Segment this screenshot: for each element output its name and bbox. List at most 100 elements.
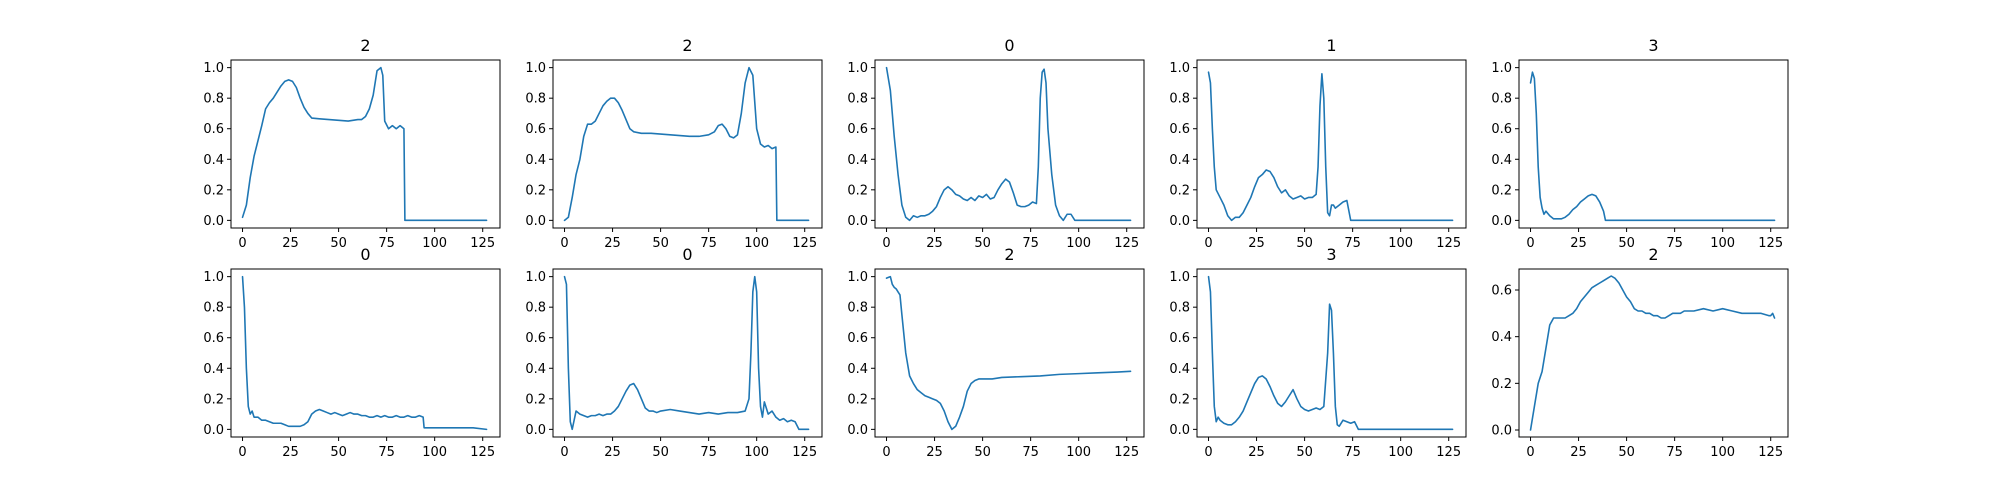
y-tick-label: 0.4: [525, 362, 546, 377]
series-line: [241, 66, 488, 222]
subplot-title: 2: [682, 36, 692, 55]
y-tick-label: 0.6: [525, 331, 546, 346]
plot-frame: [552, 268, 823, 438]
y-tick-label: 0.6: [203, 331, 224, 346]
subplot-title: 0: [682, 245, 692, 264]
series-line: [1529, 71, 1776, 222]
y-tick-label: 0.0: [525, 214, 546, 229]
subplot-panel: 0 0 25 50 75 100 125 0.0 0.2 0.4 0.6 0.8 1.0: [203, 245, 501, 460]
x-tick-label: 125: [1436, 445, 1461, 460]
x-tick-label: 100: [422, 445, 447, 460]
y-tick-label: 1.0: [203, 61, 224, 76]
subplot-panel: 2 0 25 50 75 100 125 0.0 0.2 0.4 0.6 0.8 1.0: [203, 36, 501, 251]
y-tick-label: 0.8: [203, 301, 224, 316]
y-tick-label: 0.0: [847, 423, 868, 438]
y-tick-label: 0.0: [203, 214, 224, 229]
x-tick-label: 50: [1296, 236, 1313, 251]
y-tick-label: 0.8: [1169, 92, 1190, 107]
y-tick-label: 0.0: [1491, 214, 1512, 229]
x-tick-label: 50: [1618, 445, 1635, 460]
x-tick-label: 100: [744, 445, 769, 460]
plot-frame: [874, 59, 1145, 229]
series-line: [241, 275, 488, 431]
y-tick-label: 0.4: [847, 362, 868, 377]
subplot-panel: 0 0 25 50 75 100 125 0.0 0.2 0.4 0.6 0.8 1.0: [847, 36, 1145, 251]
y-tick-label: 0.0: [525, 423, 546, 438]
x-tick-label: 75: [1022, 236, 1039, 251]
series-line: [1207, 71, 1454, 222]
x-tick-label: 25: [604, 445, 621, 460]
series-line: [1207, 275, 1454, 431]
y-tick-label: 0.8: [525, 301, 546, 316]
y-tick-label: 0.6: [847, 331, 868, 346]
x-tick-label: 0: [1204, 445, 1212, 460]
series-line: [885, 275, 1132, 431]
x-tick-label: 0: [238, 236, 246, 251]
x-tick-label: 0: [882, 445, 890, 460]
x-tick-label: 25: [1248, 445, 1265, 460]
x-tick-label: 50: [652, 445, 669, 460]
x-tick-label: 125: [1436, 236, 1461, 251]
x-tick-label: 75: [378, 236, 395, 251]
x-tick-label: 125: [1758, 236, 1783, 251]
subplot-title: 1: [1326, 36, 1336, 55]
x-tick-label: 125: [1758, 445, 1783, 460]
y-tick-label: 0.0: [1169, 423, 1190, 438]
series-line: [1529, 275, 1776, 431]
subplot-title: 2: [1648, 245, 1658, 264]
series-line: [885, 66, 1132, 222]
x-tick-label: 50: [974, 236, 991, 251]
y-tick-label: 0.4: [525, 153, 546, 168]
y-tick-label: 1.0: [525, 270, 546, 285]
y-tick-label: 0.2: [525, 392, 546, 407]
plot-frame: [1196, 59, 1467, 229]
y-tick-label: 0.2: [1491, 377, 1512, 392]
y-tick-label: 0.6: [1491, 122, 1512, 137]
y-tick-label: 0.2: [203, 183, 224, 198]
subplot-panel: 3 0 25 50 75 100 125 0.0 0.2 0.4 0.6 0.8 1.0: [1169, 245, 1467, 460]
x-tick-label: 50: [330, 445, 347, 460]
y-tick-label: 0.8: [847, 92, 868, 107]
x-tick-label: 100: [744, 236, 769, 251]
x-tick-label: 100: [1388, 445, 1413, 460]
y-tick-label: 0.8: [1491, 92, 1512, 107]
x-tick-label: 75: [700, 445, 717, 460]
x-tick-label: 75: [1344, 236, 1361, 251]
x-tick-label: 50: [1618, 236, 1635, 251]
y-tick-label: 0.2: [1169, 392, 1190, 407]
x-tick-label: 25: [926, 236, 943, 251]
y-tick-label: 0.0: [847, 214, 868, 229]
y-tick-label: 0.4: [1491, 330, 1512, 345]
plot-frame: [1518, 268, 1789, 438]
x-tick-label: 75: [700, 236, 717, 251]
x-tick-label: 25: [1570, 236, 1587, 251]
y-tick-label: 0.8: [1169, 301, 1190, 316]
x-tick-label: 100: [1066, 236, 1091, 251]
subplot-panel: 2 0 25 50 75 100 125 0.0 0.2 0.4 0.6: [1491, 245, 1789, 460]
subplot-title: 0: [1004, 36, 1014, 55]
subplot-title: 0: [360, 245, 370, 264]
x-tick-label: 100: [1710, 445, 1735, 460]
x-tick-label: 75: [378, 445, 395, 460]
y-tick-label: 0.2: [847, 392, 868, 407]
x-tick-label: 0: [238, 445, 246, 460]
x-tick-label: 75: [1666, 445, 1683, 460]
y-tick-label: 0.2: [203, 392, 224, 407]
x-tick-label: 75: [1666, 236, 1683, 251]
plot-frame: [874, 268, 1145, 438]
y-tick-label: 0.0: [203, 423, 224, 438]
x-tick-label: 50: [652, 236, 669, 251]
x-tick-label: 100: [1710, 236, 1735, 251]
y-tick-label: 0.8: [847, 301, 868, 316]
y-tick-label: 0.2: [1491, 183, 1512, 198]
subplot-panel: 2 0 25 50 75 100 125 0.0 0.2 0.4 0.6 0.8 1.0: [847, 245, 1145, 460]
subplot-title: 2: [1004, 245, 1014, 264]
y-tick-label: 1.0: [1169, 61, 1190, 76]
x-tick-label: 125: [470, 236, 495, 251]
x-tick-label: 0: [1526, 236, 1534, 251]
y-tick-label: 0.8: [525, 92, 546, 107]
x-tick-label: 125: [1114, 445, 1139, 460]
x-tick-label: 0: [1526, 445, 1534, 460]
plot-frame: [1196, 268, 1467, 438]
